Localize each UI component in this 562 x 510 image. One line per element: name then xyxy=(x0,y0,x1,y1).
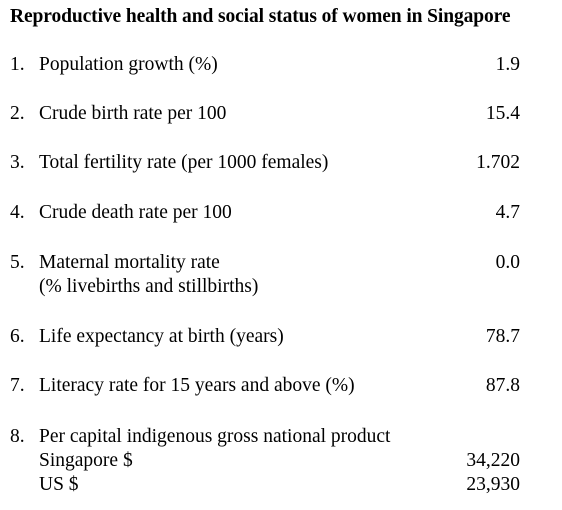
gnp-currency-label: US $ xyxy=(39,474,79,495)
item-label: Literacy rate for 15 years and above (%) xyxy=(39,375,355,396)
item-label: Population growth (%) xyxy=(39,54,218,75)
item-value: 15.4 xyxy=(485,103,520,124)
item-value: 78.7 xyxy=(485,326,520,347)
item-value: 0.0 xyxy=(495,252,520,273)
item-label: Crude birth rate per 100 xyxy=(39,103,227,124)
item-label: Maternal mortality rate xyxy=(39,252,220,273)
document-title: Reproductive health and social status of… xyxy=(10,6,511,27)
item-number: 2. xyxy=(10,103,25,124)
item-number: 5. xyxy=(10,252,25,273)
item-label: Life expectancy at birth (years) xyxy=(39,326,284,347)
item-value: 1.702 xyxy=(476,152,520,173)
item-label-continuation: (% livebirths and stillbirths) xyxy=(39,276,259,297)
item-number: 7. xyxy=(10,375,25,396)
gnp-currency-label: Singapore $ xyxy=(39,450,133,471)
gnp-singapore-line: Singapore $ 34,220 xyxy=(39,449,520,473)
item-number: 8. xyxy=(10,426,25,447)
gnp-us-line: US $ 23,930 xyxy=(39,473,520,497)
item-label: Total fertility rate (per 1000 females) xyxy=(39,152,329,173)
item-value: 87.8 xyxy=(485,375,520,396)
item-number: 4. xyxy=(10,202,25,223)
item-label: Crude death rate per 100 xyxy=(39,202,232,223)
item-value: 1.9 xyxy=(495,54,520,75)
gnp-value: 23,930 xyxy=(466,474,520,495)
item-number: 6. xyxy=(10,326,25,347)
item-label: Per capital indigenous gross national pr… xyxy=(39,426,391,447)
item-number: 3. xyxy=(10,152,25,173)
item-number: 1. xyxy=(10,54,25,75)
item-value: 4.7 xyxy=(495,202,520,223)
gnp-value: 34,220 xyxy=(466,450,520,471)
